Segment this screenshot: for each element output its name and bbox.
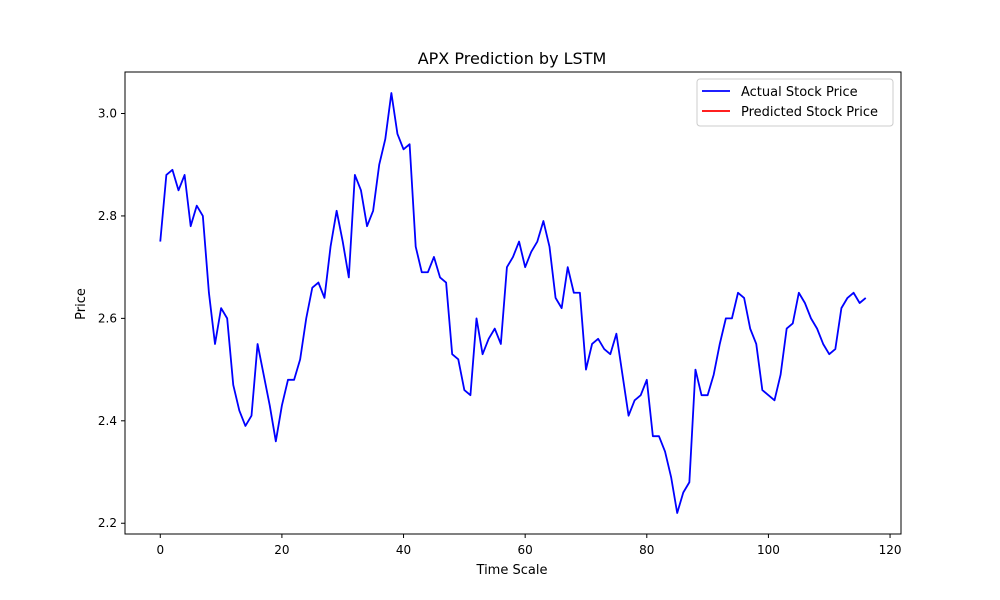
plot-frame <box>124 71 902 535</box>
y-tick-label: 2.4 <box>98 414 117 428</box>
y-tick-label: 2.8 <box>98 209 117 223</box>
x-tick-label: 40 <box>396 543 411 557</box>
x-tick-label: 80 <box>639 543 654 557</box>
plot-area <box>124 71 902 535</box>
x-tick-label: 100 <box>757 543 780 557</box>
series-line-0 <box>159 92 867 514</box>
y-axis-label: Price <box>74 288 89 320</box>
y-tick-label: 2.2 <box>98 516 117 530</box>
legend-box <box>696 78 894 127</box>
y-tick-label: 3.0 <box>98 106 117 120</box>
legend-label-1: Predicted Stock Price <box>741 105 878 120</box>
x-tick-label: 20 <box>274 543 289 557</box>
legend: Actual Stock Price Predicted Stock Price <box>696 78 894 127</box>
x-tick-label: 120 <box>879 543 902 557</box>
y-tick-label: 2.6 <box>98 311 117 325</box>
x-tick-label: 0 <box>156 543 164 557</box>
chart-title: APX Prediction by LSTM <box>418 49 607 68</box>
x-axis-label: Time Scale <box>476 563 548 578</box>
axis-ticks: 0 20 40 60 80 100 120 2.2 2.4 2.6 2.8 3.0 <box>98 106 902 557</box>
x-tick-label: 60 <box>518 543 533 557</box>
legend-label-0: Actual Stock Price <box>741 85 858 100</box>
